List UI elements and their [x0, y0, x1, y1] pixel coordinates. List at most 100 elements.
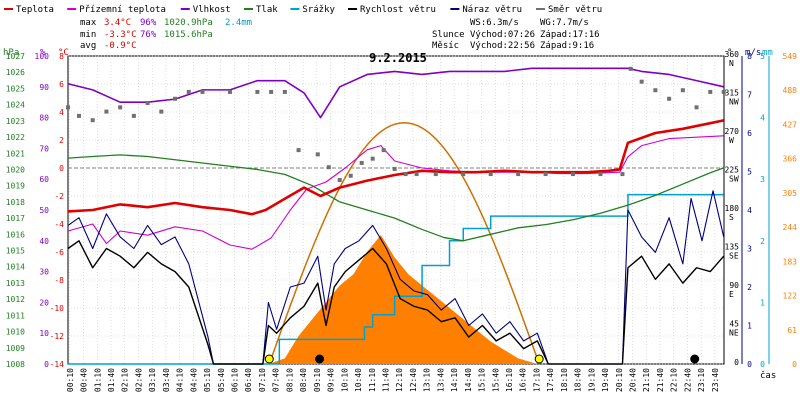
time-tick-label: 23:10	[697, 368, 706, 392]
pressure-tick-label: 1016	[6, 230, 25, 239]
chart-title: 9.2.2015	[369, 51, 427, 65]
axis-labels: 00:10 00:40 01:10 01:40 02:10 02:40 03:10 03:40…	[6, 50, 797, 392]
rain-tick-label: 0	[760, 360, 765, 369]
time-tick-label: 01:10	[93, 368, 102, 392]
wind-direction-point	[653, 88, 658, 93]
humidity-tick-label: 40	[39, 237, 49, 246]
pressure-tick-label: 1010	[6, 328, 25, 337]
pressure-tick-label: 1014	[6, 263, 25, 272]
temperature-tick-label: 6	[59, 80, 64, 89]
pressure-tick-label: 1012	[6, 295, 25, 304]
stats-min-label: min	[80, 30, 96, 40]
wind-tick-label: 8	[747, 52, 752, 61]
time-tick-label: 12:40	[409, 368, 418, 392]
time-tick-label: 18:40	[574, 368, 583, 392]
stats-max-temp: 3.4°C	[104, 18, 131, 28]
time-tick-label: 01:40	[107, 368, 116, 392]
wind-direction-point	[543, 172, 548, 177]
time-tick-label: 08:40	[299, 368, 308, 392]
time-tick-label: 22:10	[670, 368, 679, 392]
time-tick-label: 21:40	[656, 368, 665, 392]
time-tick-label: 18:10	[560, 368, 569, 392]
pressure-tick-label: 1019	[6, 182, 25, 191]
radiation-tick-label: 549	[783, 52, 798, 61]
wind-direction-point	[315, 152, 320, 157]
time-tick-label: 02:10	[121, 368, 130, 392]
time-tick-label: 22:40	[683, 368, 692, 392]
time-tick-label: 07:40	[272, 368, 281, 392]
pressure-unit-label: hPa	[3, 48, 19, 58]
direction-tick-label: 0	[734, 358, 739, 367]
time-tick-label: 16:40	[519, 368, 528, 392]
stats-avg-temp: -0.9°C	[104, 41, 137, 51]
time-tick-label: 11:40	[381, 368, 390, 392]
wind-gust-info: WG:7.7m/s	[540, 18, 589, 28]
pressure-tick-label: 1021	[6, 149, 25, 158]
wind-direction-point	[721, 89, 726, 94]
time-tick-label: 19:40	[601, 368, 610, 392]
wind-direction-point	[66, 105, 70, 110]
wind-tick-label: 3	[747, 245, 752, 254]
wind-direction-point	[90, 118, 95, 123]
wind-direction-point	[694, 105, 699, 110]
wind-direction-point	[392, 166, 397, 171]
time-tick-label: 08:10	[285, 368, 294, 392]
time-tick-label: 16:10	[505, 368, 514, 392]
wind-direction-point	[598, 172, 603, 177]
pressure-tick-label: 1011	[6, 311, 25, 320]
temperature-tick-label: 4	[59, 108, 64, 117]
humidity-series	[67, 67, 724, 119]
legend: Teplota Přízemní teplota Vlhkost Tlak Srážky…	[4, 5, 602, 15]
wind-direction-point	[708, 89, 713, 94]
wind-direction-point	[370, 156, 375, 161]
wind-tick-label: 7	[747, 91, 752, 100]
humidity-tick-label: 60	[39, 175, 49, 184]
pressure-tick-label: 1022	[6, 133, 25, 142]
temperature-tick-label: -12	[50, 332, 65, 341]
pressure-tick-label: 1025	[6, 84, 25, 93]
wind-direction-point	[104, 109, 109, 114]
radiation-tick-label: 0	[792, 360, 797, 369]
time-tick-label: 13:10	[423, 368, 432, 392]
wind-direction-point	[282, 89, 287, 94]
stats-min-temp: -3.3°C	[104, 30, 137, 40]
time-tick-label: 15:10	[478, 368, 487, 392]
wind-direction-point	[381, 148, 386, 153]
time-tick-label: 06:40	[244, 368, 253, 392]
temperature-tick-label: 0	[59, 164, 64, 173]
humidity-tick-label: 70	[39, 144, 49, 153]
pressure-tick-label: 1017	[6, 214, 25, 223]
pressure-tick-label: 1026	[6, 68, 25, 77]
direction-compass-label: SE	[729, 252, 739, 261]
temperature-tick-label: -14	[50, 360, 65, 369]
rain-tick-label: 1	[760, 298, 765, 307]
wind-direction-point	[337, 178, 342, 183]
series-layer	[66, 66, 726, 365]
time-unit-label: čas	[760, 370, 776, 381]
pressure-tick-label: 1023	[6, 117, 25, 126]
temperature-tick-label: -2	[54, 192, 64, 201]
direction-unit-label: °	[727, 48, 732, 58]
moon-label: Měsíc	[432, 41, 459, 51]
legend-label: Teplota	[16, 5, 54, 15]
wind-direction-point	[173, 96, 178, 101]
direction-compass-label: SW	[729, 175, 739, 184]
time-tick-label: 10:40	[354, 368, 363, 392]
time-tick-label: 03:40	[162, 368, 171, 392]
wind-direction-point	[680, 88, 685, 93]
radiation-tick-label: 427	[783, 120, 798, 129]
stats-avg-label: avg	[80, 41, 96, 51]
direction-tick-label: 270	[725, 127, 740, 136]
humidity-tick-label: 20	[39, 298, 49, 307]
time-tick-label: 20:40	[629, 368, 638, 392]
humidity-tick-label: 90	[39, 83, 49, 92]
pressure-tick-label: 1027	[6, 52, 25, 61]
humidity-tick-label: 30	[39, 268, 49, 277]
time-tick-label: 20:10	[615, 368, 624, 392]
time-tick-label: 05:40	[217, 368, 226, 392]
pressure-series	[67, 154, 724, 242]
direction-tick-label: 225	[725, 166, 740, 175]
time-tick-label: 10:10	[340, 368, 349, 392]
axis-units: hPa % °C ° m/s mm čas	[3, 48, 776, 381]
moonset-marker	[315, 354, 325, 364]
